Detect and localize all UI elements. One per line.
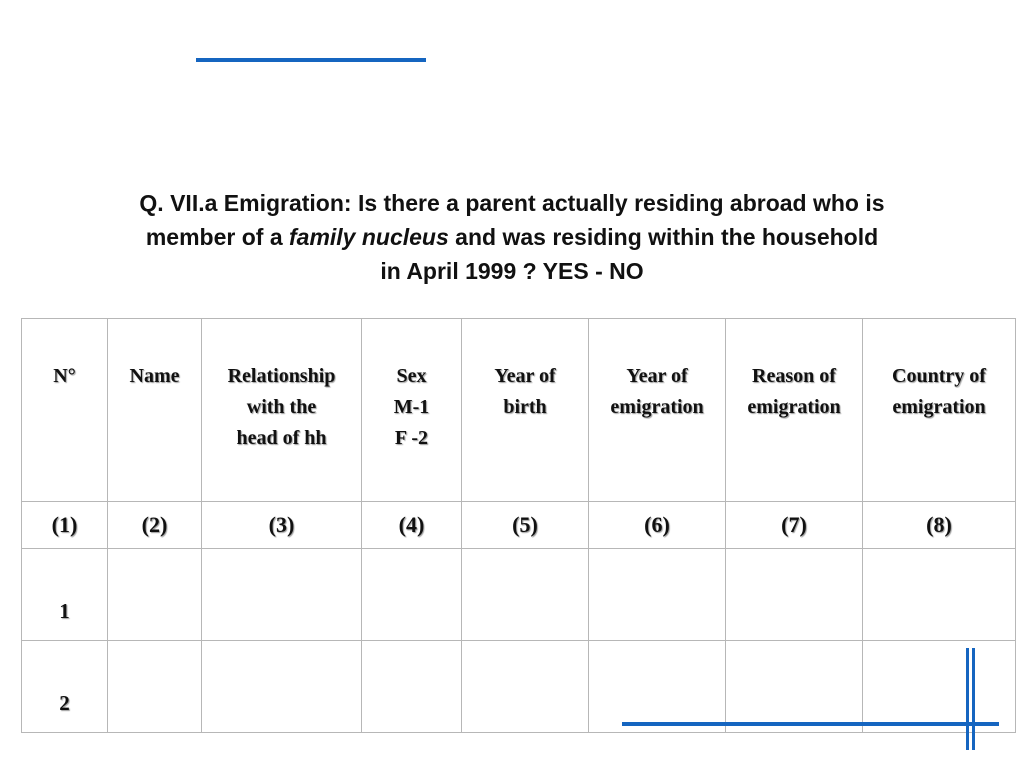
header-sex-title: Sex xyxy=(396,365,427,387)
header-year-birth: Year of birth xyxy=(461,318,589,502)
header-relationship-line: Relationship xyxy=(227,365,336,387)
header-reason-line: emigration xyxy=(747,396,841,418)
cell-year-birth[interactable] xyxy=(461,548,589,641)
header-n: N° xyxy=(21,318,108,502)
header-year-emigration-line: emigration xyxy=(610,396,704,418)
column-number: (5) xyxy=(461,501,589,549)
header-sex-male: M-1 xyxy=(393,396,430,418)
row-number: 1 xyxy=(21,548,108,641)
cell-year-emigration[interactable] xyxy=(588,548,726,641)
header-year-birth-line: Year of xyxy=(494,365,556,387)
column-number: (6) xyxy=(588,501,726,549)
bottom-decorative-rule xyxy=(622,722,999,726)
question-text: Q. VII.a Emigration: Is there a parent a… xyxy=(30,186,994,288)
header-sex: Sex M-1 F -2 xyxy=(361,318,462,502)
question-line-2: member of a family nucleus and was resid… xyxy=(30,220,994,254)
vertical-decorative-rule xyxy=(972,648,975,750)
column-number: (4) xyxy=(361,501,462,549)
cell-country[interactable] xyxy=(862,548,1016,641)
header-country-line: emigration xyxy=(892,396,986,418)
cell-reason[interactable] xyxy=(725,548,863,641)
column-number: (3) xyxy=(201,501,362,549)
header-year-emigration-line: Year of xyxy=(626,365,688,387)
header-row: N° Name Relationship with the head of hh… xyxy=(21,318,1016,502)
question-italic-term: family nucleus xyxy=(289,224,449,250)
cell-name[interactable] xyxy=(107,640,202,733)
header-year-birth-line: birth xyxy=(503,396,547,418)
header-relationship-line: head of hh xyxy=(236,427,327,449)
column-number: (8) xyxy=(862,501,1016,549)
emigration-table: N° Name Relationship with the head of hh… xyxy=(21,318,1016,733)
vertical-decorative-rule xyxy=(966,648,969,750)
column-number: (1) xyxy=(21,501,108,549)
column-number: (2) xyxy=(107,501,202,549)
question-line-3: in April 1999 ? YES - NO xyxy=(380,258,644,284)
table-row: 2 xyxy=(21,640,1016,733)
cell-country[interactable] xyxy=(862,640,1016,733)
header-country-line: Country of xyxy=(892,365,986,387)
header-sex-female: F -2 xyxy=(394,427,429,449)
header-relationship-line: with the xyxy=(246,396,317,418)
header-reason-line: Reason of xyxy=(752,365,836,387)
question-line-2-post: and was residing within the household xyxy=(448,224,879,250)
header-country: Country of emigration xyxy=(862,318,1016,502)
cell-year-birth[interactable] xyxy=(461,640,589,733)
table-row: 1 xyxy=(21,548,1016,641)
header-relationship: Relationship with the head of hh xyxy=(201,318,362,502)
cell-name[interactable] xyxy=(107,548,202,641)
cell-relationship[interactable] xyxy=(201,640,362,733)
cell-year-emigration[interactable] xyxy=(588,640,726,733)
header-year-emigration: Year of emigration xyxy=(588,318,726,502)
header-name: Name xyxy=(107,318,202,502)
cell-sex[interactable] xyxy=(361,548,462,641)
question-line-2-pre: member of a xyxy=(145,224,289,250)
cell-reason[interactable] xyxy=(725,640,863,733)
row-number: 2 xyxy=(21,640,108,733)
question-line-1: Q. VII.a Emigration: Is there a parent a… xyxy=(139,190,885,216)
column-number-row: (1) (2) (3) (4) (5) (6) (7) (8) xyxy=(21,501,1016,549)
cell-relationship[interactable] xyxy=(201,548,362,641)
top-decorative-rule xyxy=(196,58,426,62)
column-number: (7) xyxy=(725,501,863,549)
cell-sex[interactable] xyxy=(361,640,462,733)
header-reason: Reason of emigration xyxy=(725,318,863,502)
